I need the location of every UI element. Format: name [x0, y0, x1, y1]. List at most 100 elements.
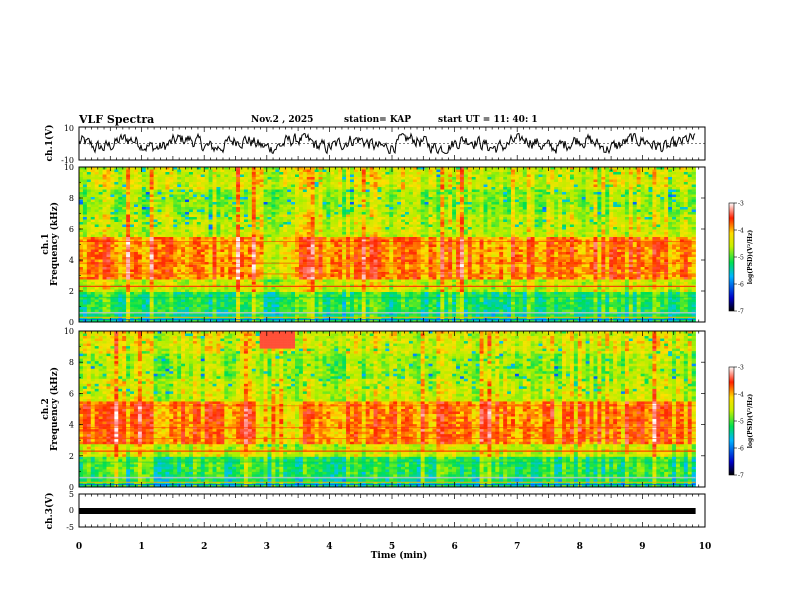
spectrogram-cell	[683, 179, 689, 183]
spectrogram-cell	[613, 179, 618, 183]
spectrogram-cell	[617, 209, 622, 213]
spectrogram-cell	[412, 199, 418, 203]
spectrogram-cell	[479, 177, 484, 180]
spectrogram-cell	[471, 184, 476, 188]
spectrogram-cell	[102, 224, 107, 228]
spectrogram-cell	[353, 202, 359, 205]
spectrogram-cell	[365, 177, 370, 180]
spectrogram-cell	[137, 192, 143, 195]
spectrogram-cell	[660, 184, 665, 188]
spectrogram-cell	[444, 204, 449, 208]
spectrogram-cell	[161, 239, 166, 243]
spectrogram-cell	[432, 177, 437, 180]
spectrogram-cell	[613, 199, 618, 203]
spectrogram-cell	[530, 222, 535, 225]
spectrogram-cell	[416, 197, 421, 200]
spectrogram-cell	[522, 184, 528, 188]
spectrogram-cell	[514, 209, 520, 213]
spectrogram-cell	[683, 172, 689, 175]
spectrogram-cell	[668, 202, 673, 205]
spectrogram-cell	[420, 229, 425, 233]
spectrogram-cell	[652, 239, 657, 243]
spectrogram-cell	[275, 237, 280, 240]
spectrogram-cell	[110, 229, 115, 233]
spectrogram-cell	[562, 227, 567, 230]
spectrogram-cell	[624, 192, 630, 195]
spectrogram-cell	[130, 192, 135, 195]
spectrogram-cell	[298, 172, 304, 175]
spectrogram-cell	[483, 224, 488, 228]
spectrogram-cell	[573, 184, 579, 188]
spectrogram-cell	[200, 234, 205, 238]
spectrogram-cell	[302, 242, 308, 245]
spectrogram-cell	[691, 212, 696, 215]
spectrogram-cell	[90, 167, 96, 170]
spectrogram-cell	[346, 229, 351, 233]
spectrogram-cell	[495, 237, 500, 240]
spectrogram-cell	[420, 172, 425, 175]
spectrogram-cell	[338, 234, 343, 238]
spectrogram-cell	[126, 207, 131, 210]
spectrogram-cell	[495, 187, 500, 190]
spectrogram-cell	[448, 172, 453, 175]
spectrogram-cell	[161, 189, 166, 193]
spectrogram-cell	[291, 172, 296, 175]
spectrogram-cell	[511, 202, 516, 205]
spectrogram-cell	[310, 212, 315, 215]
spectrogram-cell	[589, 192, 594, 195]
spectrogram-cell	[620, 212, 626, 215]
spectrogram-cell	[542, 232, 547, 235]
spectrogram-cell	[145, 239, 150, 243]
spectrogram-cell	[534, 234, 539, 238]
spectrogram-cell	[503, 199, 508, 203]
spectrogram-cell	[660, 177, 665, 180]
spectrogram-cell	[169, 237, 174, 240]
spectrogram-cell	[597, 219, 602, 223]
spectrogram-cell	[228, 209, 233, 213]
spectrogram-cell	[122, 197, 127, 200]
spectrogram-cell	[82, 224, 88, 228]
spectrogram-cell	[318, 189, 323, 193]
spectrogram-cell	[542, 234, 547, 238]
spectrogram-cell	[169, 232, 174, 235]
spectrogram-cell	[381, 209, 386, 213]
spectrogram-cell	[499, 197, 504, 200]
spectrogram-cell	[98, 184, 103, 188]
spectrogram-cell	[165, 192, 170, 195]
spectrogram-cell	[495, 179, 500, 183]
spectrogram-cell	[263, 234, 268, 238]
spectrogram-cell	[605, 239, 610, 243]
spectrogram-cell	[538, 222, 543, 225]
spectrogram-cell	[247, 189, 253, 193]
spectrogram-cell	[137, 229, 143, 233]
spectrogram-cell	[346, 234, 351, 238]
spectrogram-cell	[507, 202, 512, 205]
spectrogram-cell	[153, 237, 158, 240]
spectrogram-cell	[636, 167, 641, 170]
spectrogram-cell	[236, 177, 241, 180]
spectrogram-cell	[200, 222, 205, 225]
spectrogram-cell	[436, 167, 441, 170]
spectrogram-cell	[530, 227, 535, 230]
spectrogram-cell	[408, 172, 414, 175]
spectrogram-cell	[208, 177, 213, 180]
spectrogram-cell	[279, 179, 284, 183]
spectrogram-cell	[573, 187, 579, 190]
spectrogram-cell	[228, 189, 233, 193]
spectrogram-cell	[79, 167, 84, 170]
spectrogram-cell	[628, 202, 634, 205]
spectrogram-cell	[357, 174, 363, 178]
spectrogram-cell	[263, 237, 268, 240]
spectrogram-cell	[90, 192, 96, 195]
spectrogram-cell	[613, 224, 618, 228]
spectrogram-cell	[675, 189, 681, 193]
spectrogram-cell	[338, 177, 343, 180]
spectrogram-cell	[326, 172, 331, 175]
spectrogram-cell	[330, 239, 335, 243]
spectrogram-cell	[322, 227, 327, 230]
spectrogram-cell	[377, 194, 382, 198]
spectrogram-cell	[471, 239, 476, 243]
spectrogram-cell	[397, 194, 402, 198]
spectrogram-cell	[326, 217, 331, 220]
spectrogram-cell	[554, 229, 559, 233]
